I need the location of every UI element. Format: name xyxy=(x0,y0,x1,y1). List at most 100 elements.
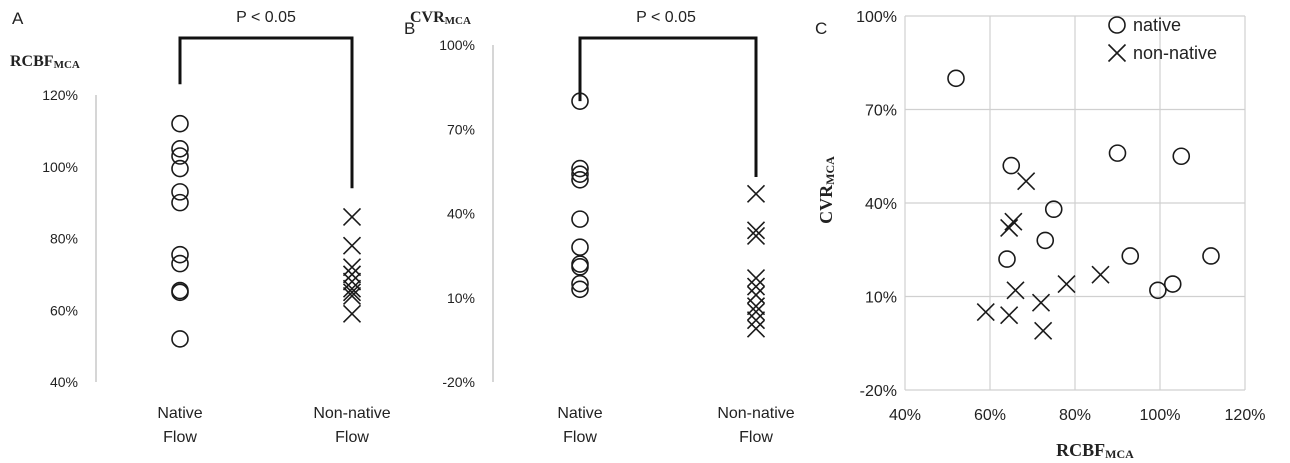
y-tick-label: 120% xyxy=(42,87,78,103)
data-point-circle xyxy=(171,283,189,302)
data-point-cross xyxy=(1004,212,1023,231)
data-point-circle xyxy=(571,238,589,256)
y-axis-label: CVRMCA xyxy=(410,9,471,27)
data-point-circle xyxy=(171,254,189,273)
data-point-cross xyxy=(1000,306,1019,325)
y-tick-label: 60% xyxy=(50,302,78,318)
data-point-circle xyxy=(1044,200,1063,219)
data-point-cross xyxy=(1006,281,1025,300)
data-point-circle xyxy=(571,165,589,183)
data-point-cross xyxy=(746,221,766,240)
legend-marker-circle xyxy=(1108,16,1126,34)
x-category-label: Flow xyxy=(335,429,369,446)
y-tick-label: 70% xyxy=(447,121,475,137)
data-point-circle xyxy=(1121,247,1140,265)
data-point-circle xyxy=(571,274,589,293)
x-tick-label: 60% xyxy=(974,407,1006,424)
data-point-circle xyxy=(1149,281,1167,300)
y-tick-label: 80% xyxy=(50,231,78,247)
data-point-cross xyxy=(976,303,995,322)
y-tick-label: 40% xyxy=(50,374,78,390)
data-point-cross xyxy=(746,302,766,321)
y-tick-label: 40% xyxy=(447,206,475,222)
y-tick-label: 100% xyxy=(439,37,475,53)
x-tick-label: 100% xyxy=(1140,407,1181,424)
data-point-circle xyxy=(571,159,589,178)
panel-label: A xyxy=(12,9,24,28)
panel-label: C xyxy=(815,19,827,38)
data-point-circle xyxy=(171,140,189,158)
data-point-cross xyxy=(342,258,362,277)
y-tick-label: -20% xyxy=(442,374,475,390)
x-tick-label: 40% xyxy=(889,407,921,424)
data-point-cross xyxy=(1017,172,1036,191)
data-point-circle xyxy=(1172,147,1191,166)
x-tick-label: 80% xyxy=(1059,407,1091,424)
x-category-label: Flow xyxy=(739,429,773,446)
data-point-circle xyxy=(171,193,189,212)
data-point-cross xyxy=(746,311,766,330)
data-point-cross xyxy=(342,304,362,323)
data-point-circle xyxy=(171,159,189,178)
data-point-cross xyxy=(1057,274,1076,294)
data-point-cross xyxy=(342,265,362,284)
data-point-circle xyxy=(171,245,189,264)
y-axis-label: RCBFMCA xyxy=(10,53,80,71)
data-point-cross xyxy=(342,283,362,302)
data-point-circle xyxy=(1108,144,1127,162)
data-point-cross xyxy=(1000,218,1019,237)
data-point-cross xyxy=(342,207,362,227)
significance-label: P < 0.05 xyxy=(636,9,696,26)
x-axis-label: RCBFMCA xyxy=(1056,440,1134,461)
data-point-circle xyxy=(571,280,589,299)
data-point-circle xyxy=(171,183,189,201)
data-point-circle xyxy=(998,250,1016,268)
data-point-circle xyxy=(171,114,189,133)
data-point-circle xyxy=(571,210,589,228)
data-point-circle xyxy=(571,171,589,189)
data-point-cross xyxy=(746,269,766,288)
significance-label: P < 0.05 xyxy=(236,9,296,26)
y-tick-label: -20% xyxy=(860,383,897,400)
data-point-cross xyxy=(1091,265,1110,284)
data-point-cross xyxy=(746,297,766,316)
x-category-label: Non-native xyxy=(717,405,794,422)
data-point-circle xyxy=(1036,231,1055,250)
data-point-cross xyxy=(746,277,766,296)
y-tick-label: 100% xyxy=(856,9,897,26)
x-tick-label: 120% xyxy=(1225,407,1266,424)
data-point-circle xyxy=(1002,156,1021,175)
y-tick-label: 10% xyxy=(447,290,475,306)
data-point-cross xyxy=(342,279,362,298)
legend-label-native: native xyxy=(1133,15,1181,35)
x-category-label: Native xyxy=(557,405,602,422)
x-category-label: Non-native xyxy=(313,405,390,422)
panel-label: B xyxy=(404,19,415,38)
data-point-cross xyxy=(342,236,362,255)
data-point-circle xyxy=(171,147,189,165)
data-point-circle xyxy=(571,258,589,276)
data-point-cross xyxy=(746,184,766,203)
significance-bracket xyxy=(178,36,354,189)
data-point-circle xyxy=(1202,247,1220,265)
data-point-cross xyxy=(1031,293,1051,312)
data-point-circle xyxy=(947,69,965,88)
data-point-cross xyxy=(746,319,766,338)
data-point-circle xyxy=(571,92,589,110)
data-point-cross xyxy=(342,286,362,305)
data-point-cross xyxy=(342,272,362,291)
data-point-circle xyxy=(1163,275,1182,293)
significance-bracket xyxy=(578,36,758,177)
y-tick-label: 40% xyxy=(865,196,897,213)
x-category-label: Native xyxy=(157,405,202,422)
y-axis-label: CVRMCA xyxy=(816,156,837,224)
data-point-cross xyxy=(1034,321,1053,340)
y-tick-label: 10% xyxy=(865,290,897,307)
data-point-circle xyxy=(171,330,189,348)
y-tick-label: 100% xyxy=(42,159,78,175)
legend-marker-cross xyxy=(1107,43,1127,63)
data-point-cross xyxy=(746,226,766,246)
x-category-label: Flow xyxy=(163,429,197,446)
y-tick-label: 70% xyxy=(865,103,897,120)
